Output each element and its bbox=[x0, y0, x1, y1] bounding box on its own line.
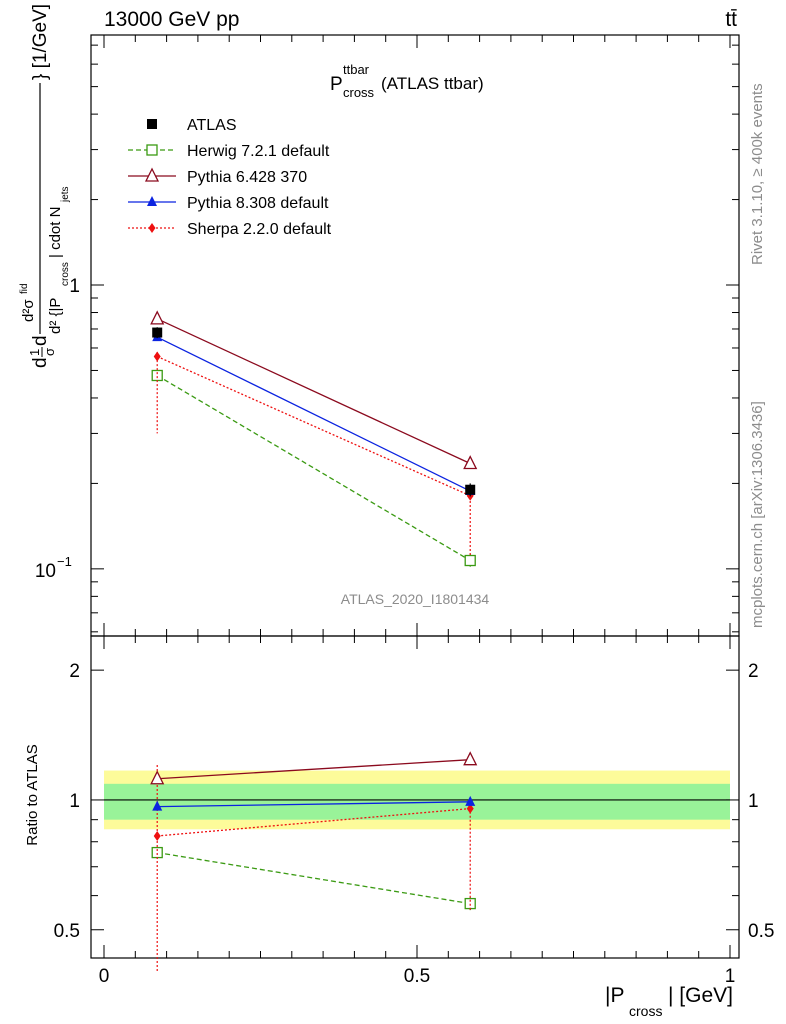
main-atlas-point bbox=[152, 327, 163, 338]
main-atlas-point bbox=[465, 484, 476, 495]
svg-text:ttbar: ttbar bbox=[343, 62, 370, 77]
svg-text:P: P bbox=[330, 74, 343, 95]
svg-text:cross: cross bbox=[629, 1003, 662, 1019]
ratio-uncertainty-bands bbox=[104, 770, 730, 830]
legend-py6-label: Pythia 6.428 370 bbox=[187, 169, 307, 186]
xtick-label: 0.5 bbox=[404, 966, 430, 987]
svg-text:|P: |P bbox=[605, 984, 624, 1007]
mcplots-label: mcplots.cern.ch [arXiv:1306.3436] bbox=[749, 401, 766, 628]
ratio-sherpa-line bbox=[157, 807, 471, 837]
main-ytick-label-1: 1 bbox=[69, 276, 80, 297]
ratio-band-inner bbox=[104, 783, 730, 820]
rivet-label: Rivet 3.1.10, ≥ 400k events bbox=[749, 83, 766, 265]
svg-text:jets: jets bbox=[60, 186, 71, 203]
legend-herwig-marker bbox=[146, 144, 158, 156]
energy-label: 13000 GeV pp bbox=[104, 8, 239, 31]
ratio-ytick-label-right: 0.5 bbox=[748, 921, 774, 942]
main-py8-line bbox=[156, 336, 471, 492]
ratio-py8-point bbox=[152, 800, 163, 811]
legend-herwig-label: Herwig 7.2.1 default bbox=[187, 143, 330, 160]
plot-title: P ttbar cross (ATLAS ttbar) bbox=[330, 62, 484, 100]
ratio-plot-frame bbox=[90, 635, 740, 959]
main-herwig-point bbox=[464, 554, 476, 567]
legend-py6-marker bbox=[144, 167, 160, 182]
axis-tick-labels: 1 10 −1 0.5 0.5 1 1 2 2 0 0.5 1 bbox=[35, 276, 775, 987]
main-ytick-label-0.1-exp: −1 bbox=[57, 554, 72, 569]
svg-text:cross: cross bbox=[343, 85, 375, 100]
ratio-y-axis-label: Ratio to ATLAS bbox=[24, 744, 41, 845]
svg-text:| [GeV]: | [GeV] bbox=[668, 984, 733, 1007]
axis-ticks bbox=[91, 35, 739, 958]
svg-text:(ATLAS ttbar): (ATLAS ttbar) bbox=[381, 74, 484, 93]
ratio-py6-point bbox=[150, 770, 165, 785]
main-sherpa-point bbox=[153, 351, 161, 362]
main-ytick-label-0.1-base: 10 bbox=[35, 561, 56, 582]
svg-text:fid: fid bbox=[19, 283, 30, 294]
ratio-ytick-label-right: 2 bbox=[748, 661, 759, 682]
ratio-ytick-label-left: 0.5 bbox=[54, 921, 80, 942]
main-sherpa-line bbox=[156, 355, 471, 497]
svg-text:σ: σ bbox=[42, 348, 57, 356]
ratio-ytick-label-right: 1 bbox=[748, 791, 759, 812]
main-py6-point bbox=[463, 455, 478, 470]
xtick-label: 0 bbox=[99, 966, 110, 987]
svg-text:} [1/GeV]: } [1/GeV] bbox=[30, 4, 51, 80]
ratio-ytick-label-left: 2 bbox=[69, 661, 80, 682]
main-series bbox=[150, 310, 478, 568]
legend-atlas-label: ATLAS bbox=[187, 117, 237, 134]
svg-text:d² {|P: d² {|P bbox=[47, 298, 64, 334]
main-y-axis-label: d 1 σ d d²σ fid d² {|P cross | cdot N je… bbox=[19, 4, 71, 368]
legend-sherpa-marker bbox=[148, 223, 156, 233]
svg-text:d: d bbox=[30, 357, 51, 368]
legend-py8-marker bbox=[147, 196, 157, 206]
svg-text:| cdot N: | cdot N bbox=[47, 207, 64, 258]
ratio-py8-line bbox=[157, 801, 471, 808]
legend-sherpa-label: Sherpa 2.2.0 default bbox=[187, 221, 332, 238]
svg-text:cross: cross bbox=[60, 262, 71, 286]
ratio-py8-point bbox=[465, 795, 476, 806]
analysis-watermark: ATLAS_2020_I1801434 bbox=[341, 591, 490, 607]
legend-py8-label: Pythia 8.308 default bbox=[187, 195, 329, 212]
main-herwig-point bbox=[151, 369, 163, 382]
ratio-py6-line bbox=[157, 759, 471, 780]
legend: ATLAS Herwig 7.2.1 default Pythia 6.428 37… bbox=[128, 117, 332, 238]
ratio-series bbox=[150, 751, 478, 972]
ratio-sherpa-point bbox=[153, 830, 161, 841]
xtick-label: 1 bbox=[725, 966, 736, 987]
main-py6-point bbox=[150, 310, 165, 325]
ratio-ytick-label-left: 1 bbox=[69, 791, 80, 812]
main-py6-line bbox=[156, 318, 471, 465]
main-herwig-line bbox=[156, 374, 471, 562]
legend-atlas-marker bbox=[147, 119, 157, 129]
svg-text:d: d bbox=[30, 335, 51, 346]
process-label: tt̄ bbox=[725, 8, 737, 31]
svg-text:d²σ: d²σ bbox=[20, 299, 37, 322]
ratio-py6-point bbox=[463, 751, 478, 766]
x-axis-label: |P cross | [GeV] bbox=[605, 984, 733, 1019]
ratio-sherpa-point bbox=[466, 803, 474, 814]
ratio-herwig-line bbox=[157, 851, 471, 905]
svg-text:1: 1 bbox=[27, 349, 42, 356]
